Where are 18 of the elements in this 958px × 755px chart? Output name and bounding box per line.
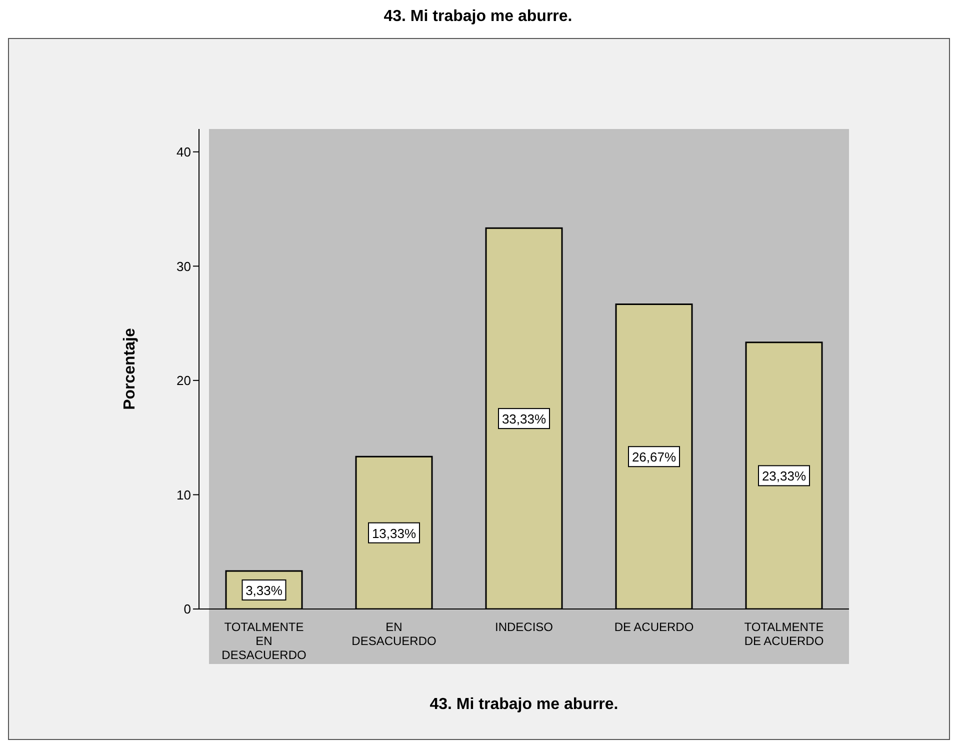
x-tick-label: EN DESACUERDO — [352, 620, 436, 648]
y-tick-label: 40 — [176, 144, 191, 160]
y-axis-title: Porcentaje — [122, 328, 139, 410]
data-label: 13,33% — [372, 526, 416, 541]
x-tick-label: TOTALMENTE DE ACUERDO — [744, 620, 824, 648]
x-tick-label: INDECISO — [494, 620, 554, 634]
x-tick-label: TOTALMENTE EN DESACUERDO — [222, 620, 306, 662]
x-tick-label: DE ACUERDO — [614, 620, 694, 634]
x-axis-title: 43. Mi trabajo me aburre. — [430, 696, 618, 713]
data-label: 33,33% — [502, 412, 546, 427]
data-label: 23,33% — [762, 468, 806, 484]
y-tick-label: 10 — [176, 487, 191, 502]
y-tick-label: 30 — [176, 258, 191, 274]
data-label: 3,33% — [246, 582, 283, 598]
data-label: 26,67% — [632, 450, 676, 465]
y-tick-label: 0 — [184, 602, 191, 617]
y-tick-label: 20 — [176, 373, 191, 388]
chart-title: 43. Mi trabajo me aburre. — [382, 8, 574, 27]
